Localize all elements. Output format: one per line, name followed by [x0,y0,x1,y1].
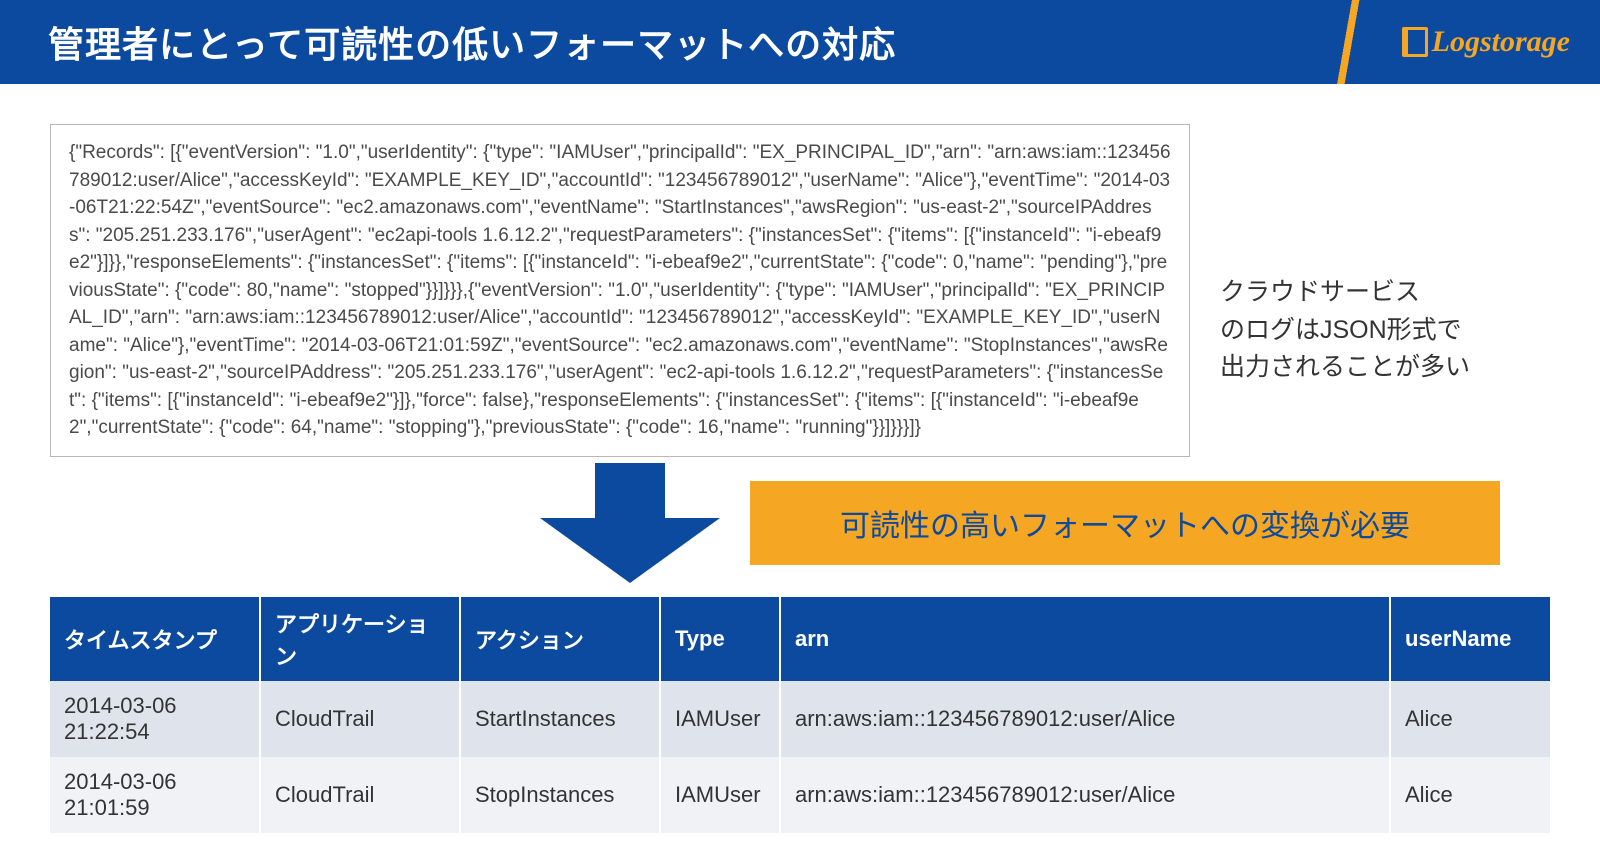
cell-username: Alice [1390,757,1550,833]
cell-application: CloudTrail [260,757,460,833]
table-row: 2014-03-06 21:01:59 CloudTrail StopInsta… [50,757,1550,833]
result-table-wrap: タイムスタンプ アプリケーション アクション Type arn userName… [50,597,1550,833]
cell-type: IAMUser [660,681,780,757]
logo-mark-icon [1402,27,1428,57]
callout-box: 可読性の高いフォーマットへの変換が必要 [750,481,1500,565]
result-table: タイムスタンプ アプリケーション アクション Type arn userName… [50,597,1550,833]
table-header-row: タイムスタンプ アプリケーション アクション Type arn userName [50,597,1550,681]
cell-arn: arn:aws:iam::123456789012:user/Alice [780,681,1390,757]
th-application: アプリケーション [260,597,460,681]
table-row: 2014-03-06 21:22:54 CloudTrail StartInst… [50,681,1550,757]
th-arn: arn [780,597,1390,681]
logo: Logstorage [1342,0,1600,84]
th-type: Type [660,597,780,681]
down-arrow-icon [540,463,720,583]
side-note-line3: 出力されることが多い [1220,349,1470,387]
side-note-line2: のログはJSON形式で [1220,312,1470,350]
th-timestamp: タイムスタンプ [50,597,260,681]
logo-slash [1322,0,1382,84]
top-row: {"Records": [{"eventVersion": "1.0","use… [50,124,1550,457]
cell-action: StopInstances [460,757,660,833]
callout-text: 可読性の高いフォーマットへの変換が必要 [840,510,1410,543]
json-sample-box: {"Records": [{"eventVersion": "1.0","use… [50,124,1190,457]
cell-timestamp: 2014-03-06 21:22:54 [50,681,260,757]
side-note-line1: クラウドサービス [1220,274,1470,312]
cell-application: CloudTrail [260,681,460,757]
cell-timestamp: 2014-03-06 21:01:59 [50,757,260,833]
cell-action: StartInstances [460,681,660,757]
logo-text: Logstorage [1402,25,1570,59]
side-note: クラウドサービス のログはJSON形式で 出力されることが多い [1220,124,1470,387]
arrow-row: 可読性の高いフォーマットへの変換が必要 [50,463,1550,583]
logo-label: Logstorage [1432,25,1570,59]
page-title: 管理者にとって可読性の低いフォーマットへの対応 [48,16,896,68]
th-username: userName [1390,597,1550,681]
cell-arn: arn:aws:iam::123456789012:user/Alice [780,757,1390,833]
cell-username: Alice [1390,681,1550,757]
th-action: アクション [460,597,660,681]
title-bar: 管理者にとって可読性の低いフォーマットへの対応 Logstorage [0,0,1600,84]
cell-type: IAMUser [660,757,780,833]
content-area: {"Records": [{"eventVersion": "1.0","use… [0,84,1600,833]
